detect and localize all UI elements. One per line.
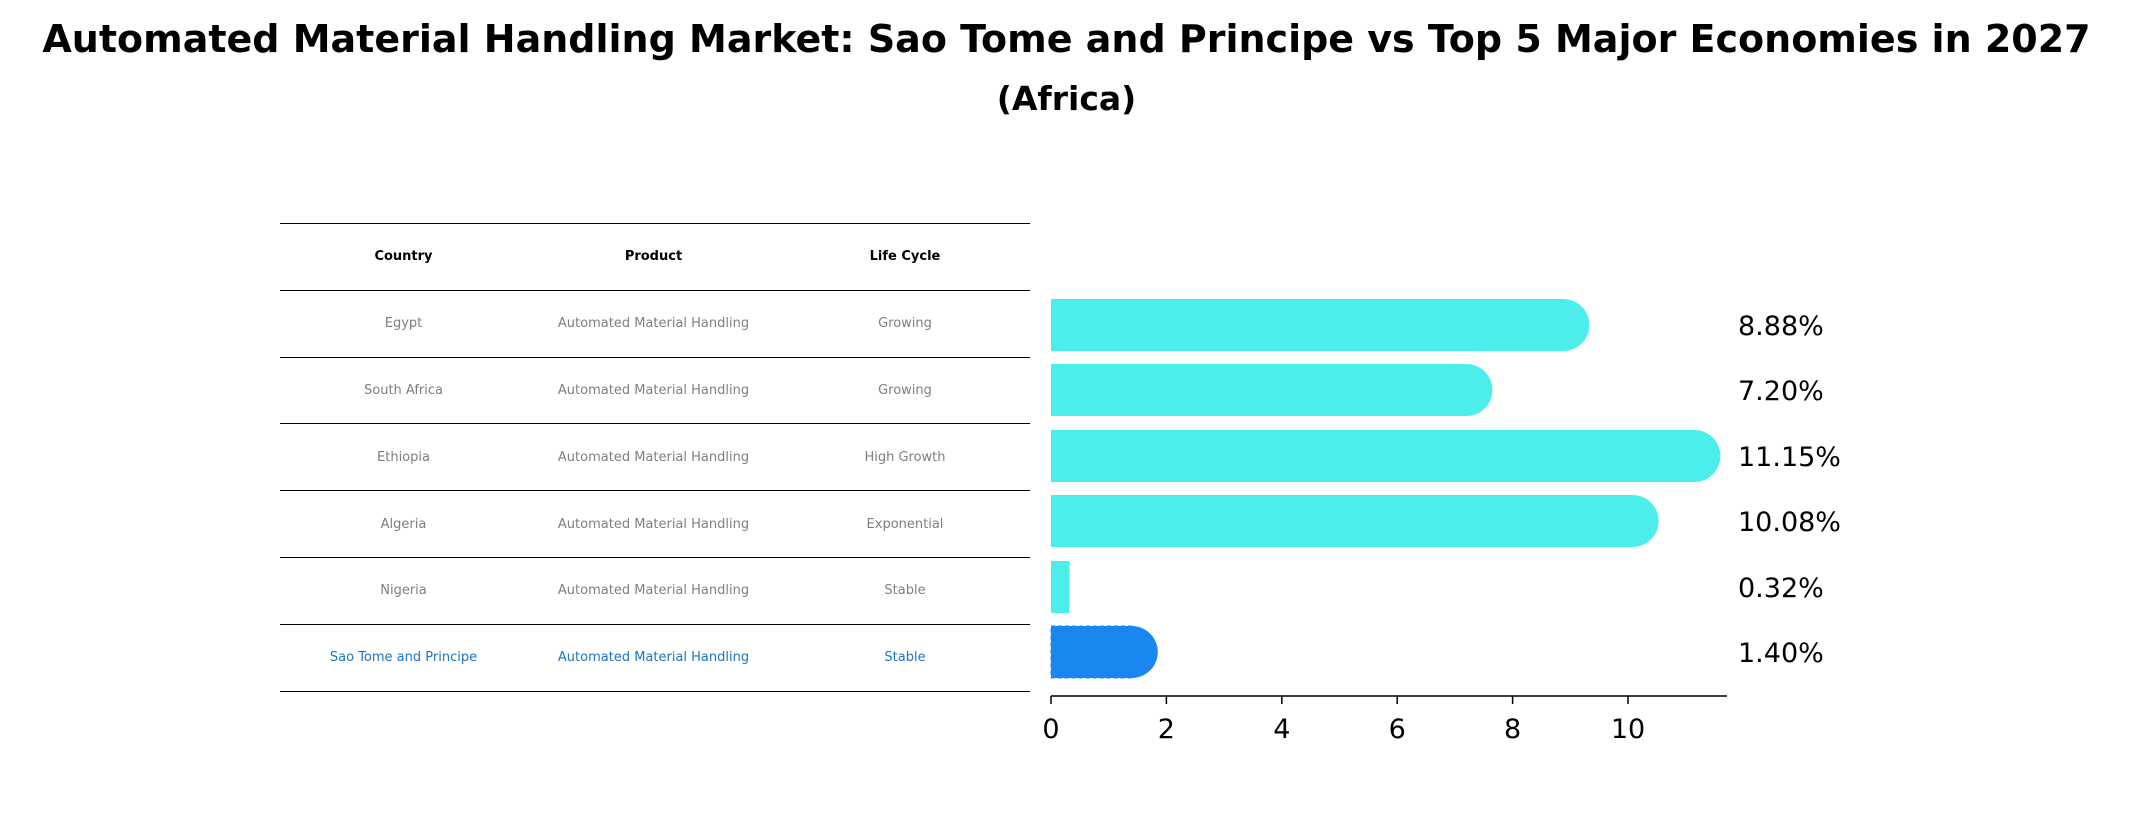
cell-product: Automated Material Handling	[527, 423, 780, 492]
value-label: 11.15%	[1738, 442, 1841, 473]
bar-body	[1051, 561, 1070, 613]
x-tick-label: 0	[1042, 714, 1059, 745]
header-product: Product	[527, 223, 780, 291]
cell-country: Nigeria	[280, 557, 527, 625]
cell-country: Algeria	[280, 490, 527, 558]
bar-algeria	[1051, 495, 1659, 547]
bar-cap	[1537, 299, 1590, 351]
bar-cap	[1105, 626, 1158, 678]
cell-life-cycle: Stable	[780, 557, 1030, 625]
x-tick-label: 6	[1389, 714, 1406, 745]
bar-cap	[1606, 495, 1659, 547]
table-header-row: Country Product Life Cycle	[280, 223, 1030, 291]
x-tick-label: 8	[1504, 714, 1521, 745]
value-label: 1.40%	[1738, 638, 1824, 669]
x-tick-label: 4	[1273, 714, 1290, 745]
cell-product: Automated Material Handling	[527, 290, 780, 358]
cell-country: Sao Tome and Principe	[280, 624, 527, 692]
cell-country: South Africa	[280, 357, 527, 425]
cell-life-cycle: Growing	[780, 290, 1030, 358]
value-label: 0.32%	[1738, 573, 1824, 604]
cell-life-cycle: Growing	[780, 357, 1030, 425]
cell-product: Automated Material Handling	[527, 490, 780, 558]
table-row: Ethiopia Automated Material Handling Hig…	[280, 423, 1030, 492]
cell-product: Automated Material Handling	[527, 624, 780, 692]
x-tick-label: 10	[1611, 714, 1645, 745]
table-row: South Africa Automated Material Handling…	[280, 357, 1030, 425]
cell-country: Ethiopia	[280, 423, 527, 492]
bar-body	[1051, 299, 1564, 351]
bar-cap	[1668, 430, 1721, 482]
cell-product: Automated Material Handling	[527, 557, 780, 625]
chart-subtitle: (Africa)	[996, 79, 1137, 118]
bar-cap	[1440, 364, 1493, 416]
cell-product: Automated Material Handling	[527, 357, 780, 425]
cell-life-cycle: High Growth	[780, 423, 1030, 492]
chart-title: Automated Material Handling Market: Sao …	[42, 17, 2091, 61]
cell-country: Egypt	[280, 290, 527, 358]
bar-nigeria	[1051, 561, 1070, 613]
bar-ethiopia	[1051, 430, 1721, 482]
country-table: Country Product Life Cycle Egypt Automat…	[280, 223, 1030, 692]
header-country: Country	[280, 223, 527, 291]
table-row-highlighted: Sao Tome and Principe Automated Material…	[280, 624, 1030, 692]
bar-south-africa	[1051, 364, 1493, 416]
value-label: 7.20%	[1738, 376, 1824, 407]
bar-egypt	[1051, 299, 1590, 351]
cell-life-cycle: Exponential	[780, 490, 1030, 558]
header-life-cycle: Life Cycle	[780, 223, 1030, 291]
value-label: 8.88%	[1738, 311, 1824, 342]
value-label: 10.08%	[1738, 507, 1841, 538]
bar-body	[1051, 495, 1633, 547]
table-row: Algeria Automated Material Handling Expo…	[280, 490, 1030, 558]
bar-sao-tome-and-principe	[1050, 625, 1158, 679]
bar-body	[1051, 364, 1467, 416]
cell-life-cycle: Stable	[780, 624, 1030, 692]
table-row: Egypt Automated Material Handling Growin…	[280, 290, 1030, 358]
x-tick-label: 2	[1158, 714, 1175, 745]
bar-body	[1051, 430, 1695, 482]
table-row: Nigeria Automated Material Handling Stab…	[280, 557, 1030, 625]
